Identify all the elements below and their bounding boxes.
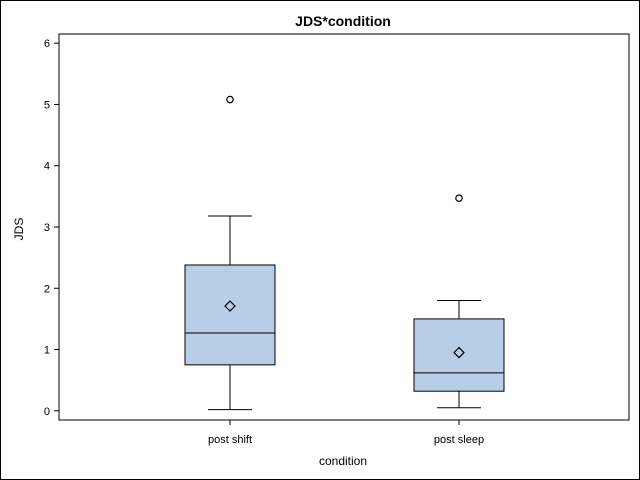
iqr-box xyxy=(184,264,276,366)
x-axis-label: condition xyxy=(319,454,367,468)
x-tick-label: post sleep xyxy=(434,434,484,446)
y-tick-label: 1 xyxy=(44,345,50,357)
x-axis-ticks: post shift post sleep xyxy=(208,420,484,446)
y-tick-label: 2 xyxy=(44,283,50,295)
chart-title: JDS*condition xyxy=(295,13,391,29)
x-tick-label: post shift xyxy=(208,434,252,446)
y-axis-ticks: 0 1 2 3 4 5 6 xyxy=(44,38,59,418)
y-tick-label: 0 xyxy=(44,406,50,418)
y-tick-label: 5 xyxy=(44,99,50,111)
iqr-box xyxy=(413,318,505,392)
box-post-shift xyxy=(184,95,276,411)
y-axis-label: JDS xyxy=(12,218,26,241)
box-series xyxy=(184,95,505,411)
outlier-point xyxy=(455,194,463,203)
y-tick-label: 4 xyxy=(44,161,50,173)
y-tick-label: 3 xyxy=(44,222,50,234)
y-tick-label: 6 xyxy=(44,38,50,50)
plot-area-frame xyxy=(58,33,630,421)
mean-marker xyxy=(224,300,236,312)
outlier-point xyxy=(226,95,234,104)
box-post-sleep xyxy=(413,194,505,409)
mean-marker xyxy=(453,346,465,359)
